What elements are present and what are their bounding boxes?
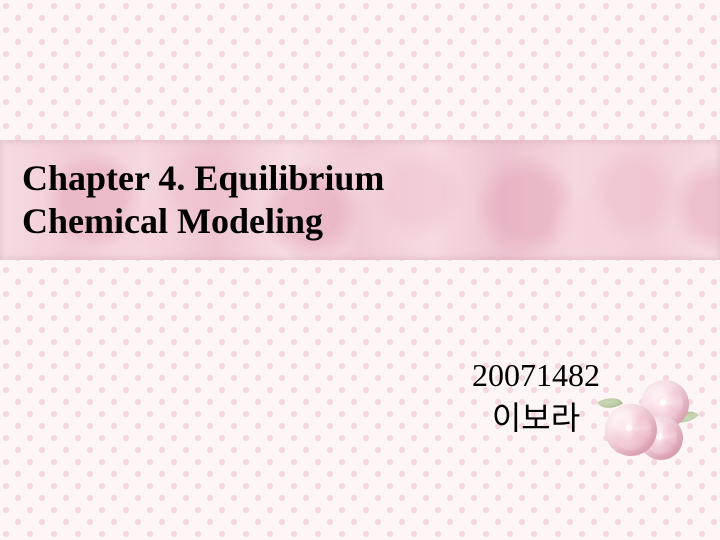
- rose-icon: [605, 404, 657, 456]
- slide-title: Chapter 4. Equilibrium Chemical Modeling: [22, 157, 384, 243]
- author-block: 20071482 이보라: [472, 354, 600, 440]
- student-name: 이보라: [472, 397, 600, 440]
- student-id: 20071482: [472, 354, 600, 397]
- title-band: Chapter 4. Equilibrium Chemical Modeling: [0, 140, 720, 260]
- rose-decoration: [597, 370, 692, 465]
